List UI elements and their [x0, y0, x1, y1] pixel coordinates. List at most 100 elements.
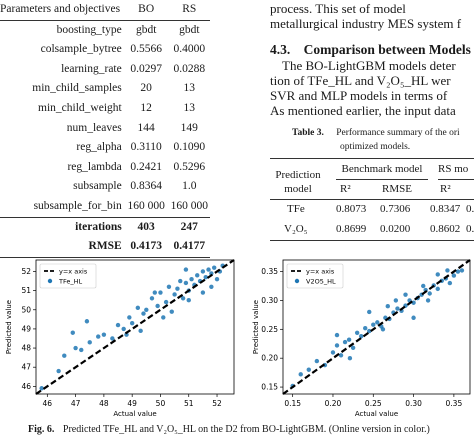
figure-caption-text: Predicted TFe_HL and V₂O₅_HL on the D2 f…: [62, 424, 430, 435]
param-row-rmse: RMSE 0.4173 0.4177: [0, 237, 210, 258]
legend-label: y=x axis: [59, 268, 88, 276]
data-point: [141, 311, 146, 316]
data-point: [124, 332, 129, 337]
param-cell: colsample_bytree: [40, 43, 122, 56]
legend-box: [286, 263, 344, 289]
perf-cell: 0.7306: [380, 203, 411, 215]
param-cell: 0.5296: [173, 160, 206, 173]
data-point: [175, 286, 180, 291]
param-row: num_leaves 144 149: [0, 119, 210, 139]
param-table-body: boosting_type gbdt gbdt colsample_bytree 0.5…: [0, 20, 210, 217]
param-cell: min_child_samples: [32, 82, 122, 95]
x-tick-label: 0.30: [405, 399, 422, 408]
x-tick-label: 52: [212, 399, 222, 408]
data-point: [172, 292, 177, 297]
param-row: reg_alpha 0.3110 0.1090: [0, 138, 210, 158]
param-cell: 1.0: [182, 180, 197, 193]
data-point: [70, 330, 75, 335]
data-point: [435, 272, 440, 277]
data-point: [169, 309, 174, 314]
data-point: [115, 322, 121, 328]
data-point: [127, 315, 132, 320]
legend-point-swatch: [294, 278, 300, 284]
data-point: [371, 322, 376, 327]
param-cell: boosting_type: [56, 23, 122, 36]
data-point: [411, 300, 416, 305]
table-caption: Table 3. Performance summary of the ori: [292, 127, 460, 140]
x-tick-label: 49: [127, 399, 137, 408]
data-point: [334, 332, 340, 338]
table-rule: [270, 240, 474, 241]
perf-sub-r2: R²: [440, 183, 451, 195]
data-point: [39, 386, 44, 391]
param-cell: 0.0288: [173, 62, 206, 75]
legend-label: TFe_HL: [58, 278, 82, 286]
param-cell: 0.1090: [173, 141, 206, 154]
data-point: [183, 280, 189, 286]
table-caption-line2: optimized models.: [340, 142, 411, 152]
data-point: [347, 355, 353, 361]
y-tick-label: 49: [21, 324, 31, 333]
param-row: subsample_for_bin 160 000 160 000: [0, 197, 210, 217]
data-point: [62, 353, 67, 358]
data-point: [425, 298, 431, 303]
perf-group-rs: RS mo: [438, 163, 469, 175]
param-cell: 160 000: [170, 199, 208, 212]
data-point: [96, 334, 101, 339]
data-point: [306, 367, 311, 372]
data-point: [380, 327, 386, 332]
table-label: Table 3.: [292, 128, 324, 138]
y-axis-label: Predicted value: [252, 300, 260, 354]
data-point: [298, 372, 303, 377]
data-point: [73, 345, 78, 351]
data-point: [451, 273, 457, 278]
legend-box: [39, 263, 97, 289]
param-row: reg_lambda 0.2421 0.5296: [0, 158, 210, 178]
x-tick-label: 46: [43, 399, 53, 408]
data-point: [212, 265, 217, 270]
param-row: learning_rate 0.0297 0.0288: [0, 60, 210, 80]
param-cell: 0.2421: [130, 160, 162, 173]
data-point: [84, 319, 90, 324]
param-row: colsample_bytree 0.5566 0.4000: [0, 40, 210, 60]
body-text-line: The BO-LightGBM models deter: [282, 58, 456, 73]
data-point: [358, 334, 364, 339]
data-point: [330, 350, 336, 355]
data-point: [447, 280, 453, 286]
parameter-table: Parameters and objectives BO RS boosting…: [0, 0, 210, 258]
param-header-name: Parameters and objectives: [0, 0, 124, 21]
x-tick-label: 48: [99, 399, 109, 408]
body-text-line: tion of TFe_HL and V₂O₅_HL wer: [270, 73, 451, 88]
data-point: [138, 328, 143, 334]
data-point: [375, 320, 380, 325]
param-cell: 0.4000: [173, 43, 206, 56]
param-cell: num_leaves: [66, 121, 122, 134]
y-tick-label: 51: [21, 286, 31, 295]
data-point: [206, 267, 211, 272]
y-tick-label: 0.30: [261, 296, 278, 305]
param-cell: reg_lambda: [67, 160, 122, 173]
param-table-header: Parameters and objectives BO RS: [0, 0, 210, 21]
y-tick-label: 46: [21, 382, 31, 391]
param-row: min_child_weight 12 13: [0, 99, 210, 119]
data-point: [79, 347, 84, 353]
data-point: [166, 284, 172, 289]
perf-cell: 0.0: [466, 223, 474, 235]
y-tick-label: 47: [21, 363, 31, 372]
figure-caption: Fig. 6. Predicted TFe_HL and V₂O₅_HL on …: [28, 424, 430, 435]
param-row: subsample 0.8364 1.0: [0, 177, 210, 197]
param-cell: gbdt: [135, 23, 157, 36]
data-point: [200, 269, 206, 274]
data-point: [121, 326, 126, 332]
param-cell: 0.0297: [130, 62, 162, 75]
param-cell: 0.3110: [130, 141, 162, 154]
data-point: [144, 307, 149, 312]
param-header-rs: RS: [168, 0, 210, 21]
perf-sub-r2: R²: [340, 183, 351, 195]
data-point: [363, 325, 368, 331]
data-point: [203, 275, 208, 280]
data-point: [110, 336, 115, 341]
data-point: [180, 296, 186, 301]
section-number: 4.3.: [270, 42, 291, 57]
section-heading: 4.3. Comparison between Models: [270, 42, 471, 58]
